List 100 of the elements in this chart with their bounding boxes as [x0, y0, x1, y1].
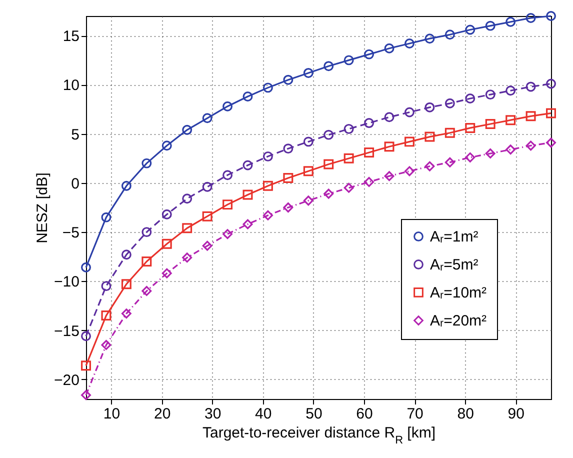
x-tick-label: 50 — [306, 406, 322, 422]
point — [404, 166, 414, 176]
x-tick-label: 20 — [154, 406, 171, 422]
point — [424, 132, 435, 142]
point — [324, 188, 334, 199]
point — [344, 55, 354, 66]
point — [546, 138, 556, 148]
point — [283, 144, 294, 154]
point — [202, 113, 212, 124]
point — [182, 252, 192, 263]
point — [262, 180, 273, 191]
y-tick-label: −10 — [54, 274, 80, 291]
point — [182, 194, 192, 204]
point — [404, 136, 414, 147]
point — [303, 196, 314, 206]
point — [101, 340, 112, 350]
point — [242, 160, 253, 170]
point — [465, 94, 476, 104]
point — [182, 223, 192, 234]
point — [546, 78, 556, 89]
point — [262, 210, 273, 220]
y-tick-label: 15 — [62, 28, 80, 46]
point — [303, 166, 314, 176]
point — [142, 286, 152, 296]
point — [424, 161, 435, 172]
point — [526, 140, 536, 151]
legend-label: Aᵣ=10m² — [430, 284, 487, 302]
x-tick-label: 40 — [255, 406, 272, 422]
x-tick-label: 90 — [508, 406, 524, 422]
point — [101, 281, 112, 292]
point — [222, 200, 233, 210]
point — [182, 124, 192, 135]
point — [142, 256, 152, 266]
point — [162, 268, 172, 278]
x-axis-title: Target-to-receiver distance R$_{R}$ [km] — [202, 424, 436, 446]
point — [324, 61, 334, 72]
y-axis-title: NESZ [dB] — [34, 172, 52, 244]
point — [344, 124, 354, 134]
point — [324, 130, 334, 140]
y-tick-label: 5 — [71, 126, 80, 144]
point — [364, 118, 374, 128]
legend-label: Aᵣ=20m² — [430, 312, 487, 330]
point — [444, 98, 455, 108]
point — [384, 43, 394, 54]
point — [162, 209, 172, 220]
point — [81, 360, 91, 371]
point — [465, 24, 476, 35]
point — [465, 152, 476, 162]
point — [364, 148, 374, 158]
point — [344, 182, 354, 193]
point — [444, 30, 455, 40]
y-tick-label: −20 — [54, 372, 80, 389]
point — [162, 140, 172, 151]
legend-label: Aᵣ=5m² — [430, 256, 478, 274]
point — [283, 173, 294, 184]
point — [546, 11, 556, 21]
point — [506, 16, 516, 27]
point — [526, 111, 536, 122]
x-tick-label: 80 — [457, 406, 474, 422]
point — [101, 212, 112, 222]
point — [222, 229, 233, 239]
point — [506, 86, 516, 96]
point — [384, 112, 394, 122]
point — [344, 153, 354, 164]
point — [444, 157, 455, 168]
point — [162, 238, 172, 249]
point — [404, 107, 414, 118]
point — [242, 190, 253, 200]
point — [384, 142, 394, 152]
point — [121, 279, 132, 290]
point — [526, 12, 536, 23]
point — [526, 82, 536, 92]
point — [364, 49, 374, 60]
point — [121, 308, 132, 319]
y-tick-label: 0 — [71, 175, 80, 192]
point — [202, 240, 212, 251]
point — [506, 115, 516, 126]
point — [485, 148, 496, 158]
point — [424, 102, 435, 112]
point — [283, 74, 294, 85]
point — [121, 250, 132, 260]
y-tick-label: −5 — [62, 224, 80, 242]
point — [424, 34, 435, 44]
point — [262, 151, 273, 162]
y-tick-label: −15 — [54, 322, 80, 340]
point — [222, 170, 233, 180]
point — [485, 90, 496, 100]
x-tick-label: 60 — [356, 406, 373, 422]
point — [485, 119, 496, 130]
point — [506, 144, 516, 155]
point — [121, 180, 132, 191]
point — [364, 176, 374, 187]
legend-label: Aᵣ=1m² — [430, 228, 478, 246]
point — [222, 101, 233, 112]
point — [546, 108, 556, 118]
point — [262, 82, 273, 93]
x-tick-label: 10 — [103, 406, 120, 422]
point — [81, 262, 91, 272]
point — [142, 227, 152, 238]
point — [303, 68, 314, 78]
